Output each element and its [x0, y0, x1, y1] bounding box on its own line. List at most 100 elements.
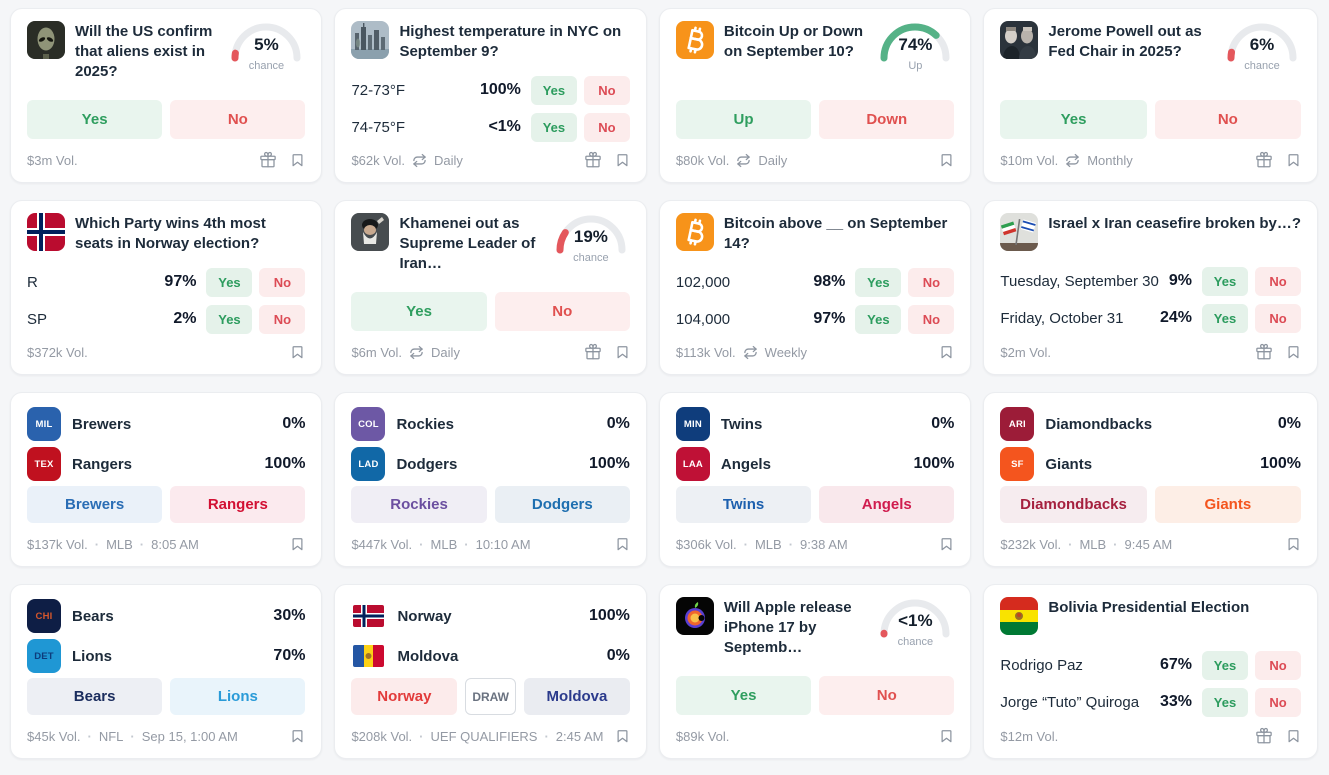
market-card[interactable]: MIN Twins 0% LAA Angels 100% Twins Angels $306k …: [658, 392, 972, 567]
volume-label: $89k Vol.: [675, 728, 730, 744]
no-button[interactable]: No: [1154, 100, 1301, 139]
bitcoin-icon: [675, 21, 714, 59]
bookmark-icon[interactable]: [290, 727, 305, 745]
norway-button[interactable]: Norway: [351, 678, 458, 715]
footer-actions: [1255, 151, 1301, 169]
no-chip[interactable]: No: [259, 304, 306, 334]
outcome-percent: 98%: [813, 273, 846, 291]
yes-button[interactable]: Yes: [27, 100, 163, 139]
twins-button[interactable]: Twins: [675, 486, 812, 523]
market-card[interactable]: Norway 100% Moldova 0% Norway DRAW Moldova $208…: [334, 584, 647, 759]
no-chip[interactable]: No: [259, 267, 306, 297]
no-chip[interactable]: No: [1255, 650, 1301, 680]
outcome-list: 72-73°F 100% Yes No 74-75°F <1% Yes No: [351, 68, 630, 150]
yes-chip[interactable]: Yes: [1202, 687, 1248, 717]
no-chip[interactable]: No: [908, 304, 955, 334]
no-chip[interactable]: No: [1255, 303, 1301, 333]
outcome-row: 104,000 97% Yes No: [676, 304, 955, 334]
yes-chip[interactable]: Yes: [206, 267, 253, 297]
bookmark-icon[interactable]: [290, 151, 305, 169]
yes-chip[interactable]: Yes: [530, 112, 577, 142]
yes-button[interactable]: Yes: [351, 292, 487, 331]
apple-icon: [675, 597, 714, 635]
yes-button[interactable]: Yes: [1000, 100, 1147, 139]
no-chip[interactable]: No: [583, 75, 630, 105]
separator-dot: ·: [419, 536, 424, 552]
bears-button[interactable]: Bears: [27, 678, 163, 715]
gift-icon[interactable]: [1255, 343, 1273, 361]
gift-icon[interactable]: [1255, 151, 1273, 169]
league-label: MLB: [430, 536, 458, 552]
bookmark-icon[interactable]: [1286, 727, 1301, 745]
rockies-button[interactable]: Rockies: [351, 486, 487, 523]
market-card[interactable]: Khamenei out as Supreme Leader of Iran… 1…: [334, 200, 647, 375]
market-card[interactable]: COL Rockies 0% LAD Dodgers 100% Rockies Dodgers…: [334, 392, 647, 567]
market-card[interactable]: Bolivia Presidential Election Rodrigo Paz…: [983, 584, 1318, 759]
market-card[interactable]: Bitcoin above __ on September 14? 102,000…: [658, 200, 972, 375]
no-chip[interactable]: No: [908, 267, 955, 297]
yes-chip[interactable]: Yes: [855, 304, 902, 334]
yes-chip[interactable]: Yes: [530, 75, 577, 105]
market-card[interactable]: Jerome Powell out as Fed Chair in 2025? 6…: [983, 8, 1318, 183]
outcome-name: Jorge “Tuto” Quiroga: [1000, 693, 1140, 711]
up-button[interactable]: Up: [675, 100, 812, 139]
market-card[interactable]: Which Party wins 4th most seats in Norwa…: [10, 200, 323, 375]
team-percent: 100%: [588, 607, 630, 624]
giants-button[interactable]: Giants: [1154, 486, 1301, 523]
market-card[interactable]: Highest temperature in NYC on September …: [334, 8, 647, 183]
moldova-button[interactable]: Moldova: [524, 678, 630, 715]
market-card[interactable]: ARI Diamondbacks 0% SF Giants 100% Diamondback…: [983, 392, 1318, 567]
down-button[interactable]: Down: [819, 100, 955, 139]
yes-button[interactable]: Yes: [675, 676, 812, 715]
card-header: Israel x Iran ceasefire broken by…?: [1000, 213, 1301, 251]
gauge-caption: Up: [908, 60, 923, 72]
bookmark-icon[interactable]: [1286, 343, 1301, 361]
gift-icon[interactable]: [584, 151, 602, 169]
no-button[interactable]: No: [819, 676, 955, 715]
lions-button[interactable]: Lions: [170, 678, 306, 715]
bookmark-icon[interactable]: [615, 535, 630, 553]
bookmark-icon[interactable]: [290, 535, 305, 553]
no-button[interactable]: No: [494, 292, 630, 331]
no-chip[interactable]: No: [1255, 266, 1301, 296]
gift-icon[interactable]: [259, 151, 277, 169]
bookmark-icon[interactable]: [939, 727, 954, 745]
brewers-button[interactable]: Brewers: [27, 486, 163, 523]
bookmark-icon[interactable]: [290, 343, 305, 361]
market-card[interactable]: Will Apple release iPhone 17 by Septemb……: [658, 584, 972, 759]
market-card[interactable]: CHI Bears 30% DET Lions 70% Bears Lions $45k Vol…: [10, 584, 323, 759]
outcome-row: 72-73°F 100% Yes No: [351, 75, 630, 105]
card-footer: $137k Vol. · MLB · 8:05 AM: [27, 534, 305, 554]
game-time-label: 8:05 AM: [151, 536, 199, 552]
yes-chip[interactable]: Yes: [1202, 303, 1248, 333]
yes-chip[interactable]: Yes: [1202, 266, 1248, 296]
footer-actions: [1255, 343, 1301, 361]
bookmark-icon[interactable]: [939, 151, 954, 169]
no-chip[interactable]: No: [1255, 687, 1301, 717]
gift-icon[interactable]: [584, 343, 602, 361]
market-card[interactable]: Bitcoin Up or Down on September 10? 74% Up…: [658, 8, 972, 183]
volume-label: $137k Vol.: [27, 536, 88, 552]
angels-button[interactable]: Angels: [819, 486, 955, 523]
market-card[interactable]: Will the US confirm that aliens exist in…: [10, 8, 323, 183]
bookmark-icon[interactable]: [615, 151, 630, 169]
bookmark-icon[interactable]: [939, 343, 954, 361]
no-chip[interactable]: No: [583, 112, 630, 142]
diamondbacks-button[interactable]: Diamondbacks: [1000, 486, 1147, 523]
recurrence-label: Daily: [758, 152, 788, 168]
bookmark-icon[interactable]: [1286, 535, 1301, 553]
dodgers-button[interactable]: Dodgers: [494, 486, 630, 523]
bookmark-icon[interactable]: [1286, 151, 1301, 169]
bookmark-icon[interactable]: [615, 343, 630, 361]
rangers-button[interactable]: Rangers: [170, 486, 306, 523]
draw-button[interactable]: DRAW: [465, 678, 517, 715]
market-card[interactable]: MIL Brewers 0% TEX Rangers 100% Brewers Rangers…: [10, 392, 323, 567]
gift-icon[interactable]: [1255, 727, 1273, 745]
market-card[interactable]: Israel x Iran ceasefire broken by…? Tuesd…: [983, 200, 1318, 375]
yes-chip[interactable]: Yes: [855, 267, 902, 297]
no-button[interactable]: No: [170, 100, 306, 139]
bookmark-icon[interactable]: [939, 535, 954, 553]
bookmark-icon[interactable]: [615, 727, 630, 745]
yes-chip[interactable]: Yes: [1202, 650, 1248, 680]
yes-chip[interactable]: Yes: [206, 304, 253, 334]
